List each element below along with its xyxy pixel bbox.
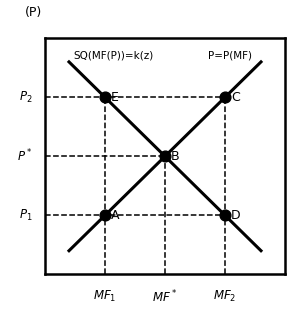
Point bbox=[223, 95, 227, 100]
Text: $P_2$: $P_2$ bbox=[20, 90, 33, 105]
Text: $MF_1$: $MF_1$ bbox=[93, 288, 117, 304]
Text: $MF_2$: $MF_2$ bbox=[213, 288, 237, 304]
Text: $MF^*$: $MF^*$ bbox=[152, 288, 178, 305]
Text: $P_1$: $P_1$ bbox=[20, 208, 33, 223]
Text: E: E bbox=[111, 91, 119, 104]
Point bbox=[103, 95, 107, 100]
Text: D: D bbox=[231, 209, 241, 222]
Point bbox=[223, 213, 227, 218]
Text: $P^*$: $P^*$ bbox=[17, 148, 33, 165]
Text: P=P(MF): P=P(MF) bbox=[208, 50, 252, 60]
Text: SQ(MF(P))=k(z): SQ(MF(P))=k(z) bbox=[74, 50, 154, 60]
Point bbox=[103, 213, 107, 218]
Text: A: A bbox=[111, 209, 119, 222]
Text: C: C bbox=[231, 91, 240, 104]
Point bbox=[163, 154, 167, 159]
Text: B: B bbox=[171, 150, 180, 163]
Text: (P): (P) bbox=[24, 6, 42, 19]
